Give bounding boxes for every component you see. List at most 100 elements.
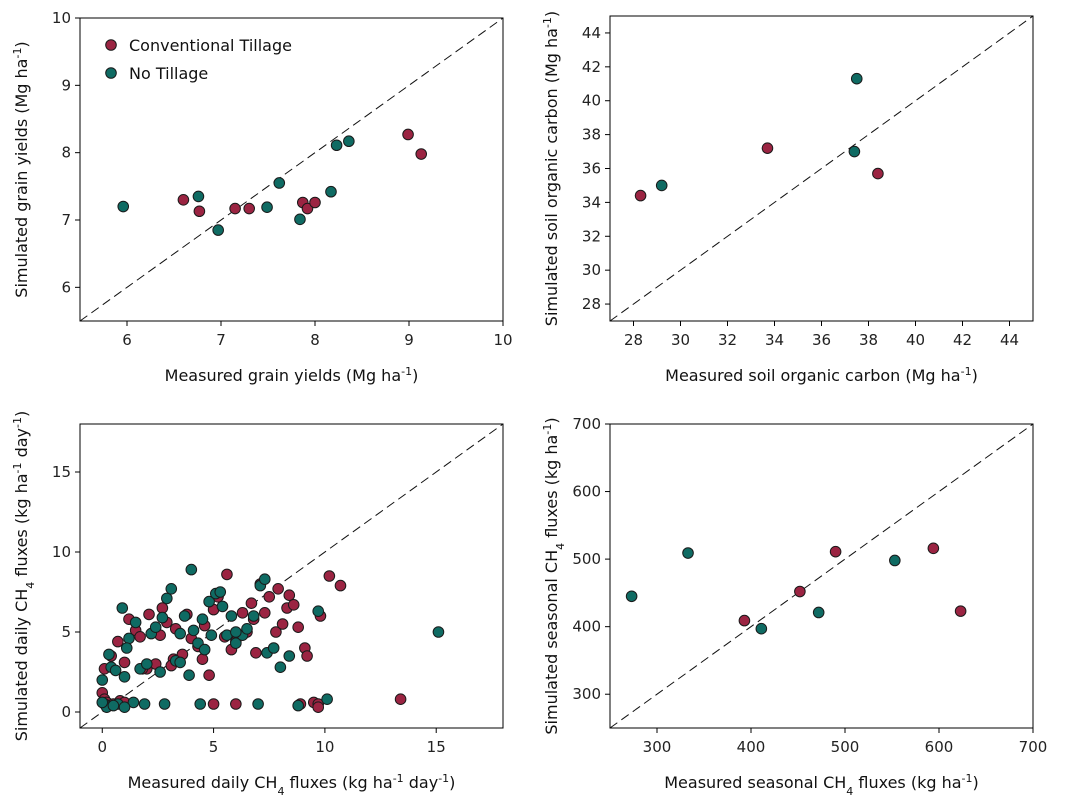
data-point: [258, 607, 271, 619]
x-tick-label: 600: [925, 738, 954, 756]
x-tick-label: 28: [624, 331, 643, 349]
data-point: [118, 701, 131, 714]
y-tick-label: 38: [582, 126, 601, 144]
data-point: [192, 190, 205, 203]
x-axis-label: Measured seasonal CH4 fluxes (kg ha-1): [664, 772, 979, 796]
x-tick-label: 7: [216, 331, 226, 349]
data-point: [755, 622, 768, 635]
y-axis-label: Simulated grain yields (Mg ha-1): [11, 41, 32, 297]
y-axis-label: Simulated daily CH4 fluxes (kg ha-1 day-…: [11, 411, 37, 742]
y-tick-label: 5: [61, 623, 71, 641]
x-tick-label: 10: [315, 738, 334, 756]
legend: Conventional Tillage No Tillage: [105, 36, 292, 83]
scatter-panel-3: 0 5 10 15 0 5 10 15 Measured daily CH4 fluxes (k…: [11, 411, 504, 796]
legend-marker: [105, 39, 117, 51]
data-point: [250, 647, 262, 659]
x-tick-label: 10: [493, 331, 512, 349]
data-point: [116, 602, 129, 614]
data-point: [287, 599, 300, 611]
data-point: [109, 664, 122, 677]
y-tick-label: 30: [582, 261, 601, 279]
data-point: [301, 202, 314, 215]
x-tick-label: 32: [718, 331, 737, 349]
x-tick-label: 300: [643, 738, 672, 756]
data-point: [848, 145, 861, 158]
data-point: [325, 185, 337, 198]
data-point: [198, 643, 211, 656]
series-ct: [177, 128, 428, 218]
data-point: [205, 629, 218, 642]
data-point: [230, 626, 242, 638]
x-tick-label: 42: [953, 331, 972, 349]
data-point: [394, 693, 407, 706]
legend-label: No Tillage: [129, 64, 208, 83]
data-point: [103, 648, 115, 661]
data-point: [158, 698, 171, 710]
series-nt: [96, 563, 445, 714]
data-point: [178, 610, 191, 622]
data-point: [154, 666, 166, 678]
y-tick-label: 15: [52, 463, 71, 481]
x-tick-label: 15: [427, 738, 446, 756]
series-ct: [96, 568, 407, 714]
y-tick-label: 7: [61, 211, 71, 229]
x-axis-label: Measured daily CH4 fluxes (kg ha-1 day-1…: [128, 772, 456, 796]
data-point: [193, 205, 206, 218]
data-point: [196, 653, 209, 666]
data-point: [174, 627, 186, 640]
data-point: [216, 600, 229, 613]
data-point: [738, 614, 751, 627]
data-point: [872, 167, 884, 180]
x-tick-label: 0: [97, 738, 107, 756]
data-point: [276, 618, 289, 630]
data-point: [954, 605, 967, 617]
y-tick-label: 400: [572, 618, 601, 636]
data-point: [312, 701, 325, 714]
data-point: [230, 698, 242, 710]
data-point: [236, 607, 249, 619]
data-point: [283, 589, 296, 602]
data-point: [214, 586, 227, 598]
data-point: [207, 698, 220, 710]
data-point: [634, 189, 647, 202]
data-point: [134, 631, 146, 643]
data-point: [330, 139, 343, 152]
data-point: [655, 179, 668, 192]
data-point: [829, 545, 842, 558]
data-point: [149, 621, 162, 634]
scatter-panel-1: 6 7 8 9 10 6 7 8 9 10 Measured grain yields (Mg ha…: [11, 9, 513, 385]
data-point: [225, 610, 238, 622]
data-point: [118, 656, 131, 669]
data-point: [323, 570, 336, 582]
data-point: [127, 696, 140, 709]
x-tick-label: 5: [209, 738, 219, 756]
x-tick-label: 8: [310, 331, 320, 349]
data-point: [156, 611, 169, 624]
y-tick-label: 34: [582, 193, 601, 211]
data-point: [812, 606, 825, 619]
y-tick-label: 42: [582, 58, 601, 76]
scatter-panel-4: 300 400 500 600 700 300 400 500 600 700 Measured s…: [541, 415, 1048, 796]
y-tick-label: 500: [572, 550, 601, 568]
x-axis-label: Measured grain yields (Mg ha-1): [165, 365, 419, 386]
data-point: [334, 579, 347, 592]
data-point: [294, 213, 306, 226]
data-point: [245, 597, 258, 610]
data-point: [112, 635, 124, 648]
y-axis-label: Simulated soil organic carbon (Mg ha-1): [541, 11, 562, 326]
data-point: [243, 202, 255, 215]
x-tick-label: 34: [765, 331, 784, 349]
data-point: [203, 595, 215, 608]
data-point: [273, 177, 286, 189]
data-point: [185, 563, 198, 576]
x-tick-label: 30: [671, 331, 690, 349]
legend-marker: [105, 67, 117, 79]
data-point: [143, 608, 155, 621]
data-point: [107, 699, 120, 712]
data-point: [267, 642, 280, 654]
data-point: [321, 693, 333, 706]
x-tick-label: 700: [1019, 738, 1048, 756]
data-point: [258, 573, 271, 586]
data-point: [129, 616, 142, 629]
y-axis-label: Simulated seasonal CH4 fluxes (kg ha-1): [541, 417, 567, 734]
